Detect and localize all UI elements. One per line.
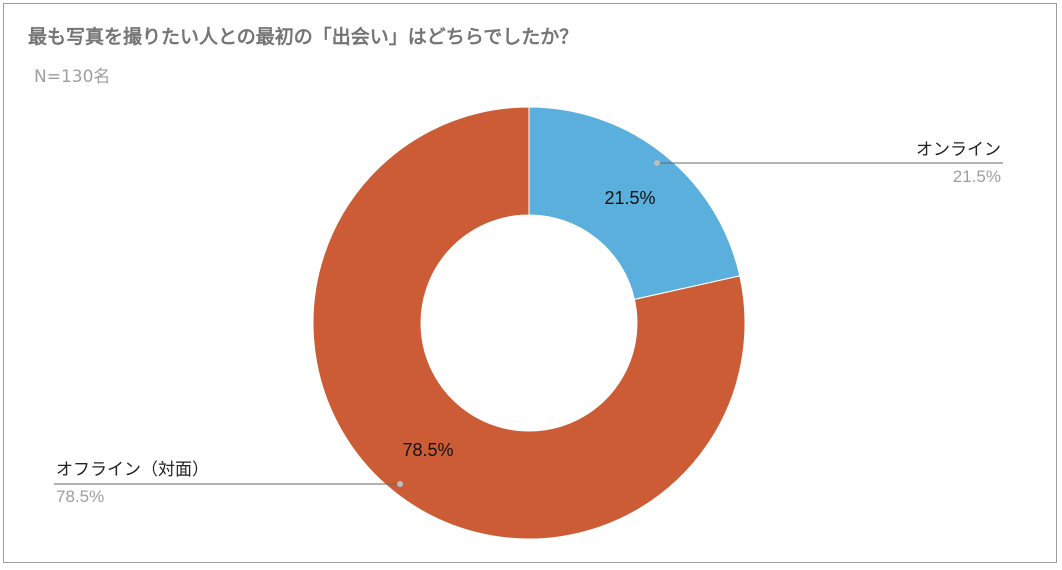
callout-dot-online [654,160,660,166]
callout-label-offline: オフライン（対面） [56,460,209,480]
slice-online[interactable] [528,106,741,301]
callout-value-offline: 78.5% [56,487,104,506]
slice-online-percent-label: 21.5% [604,188,655,208]
chart-title: 最も写真を撮りたい人との最初の「出会い」はどちらでしたか？ [28,26,579,48]
chart-subtitle: N=130名 [34,67,111,87]
slice-offline[interactable] [312,106,746,540]
callout-value-online: 21.5% [953,167,1001,186]
slice-offline-percent-label: 78.5% [402,440,453,460]
callout-label-online: オンライン [916,140,1001,160]
callout-dot-offline [397,481,403,487]
